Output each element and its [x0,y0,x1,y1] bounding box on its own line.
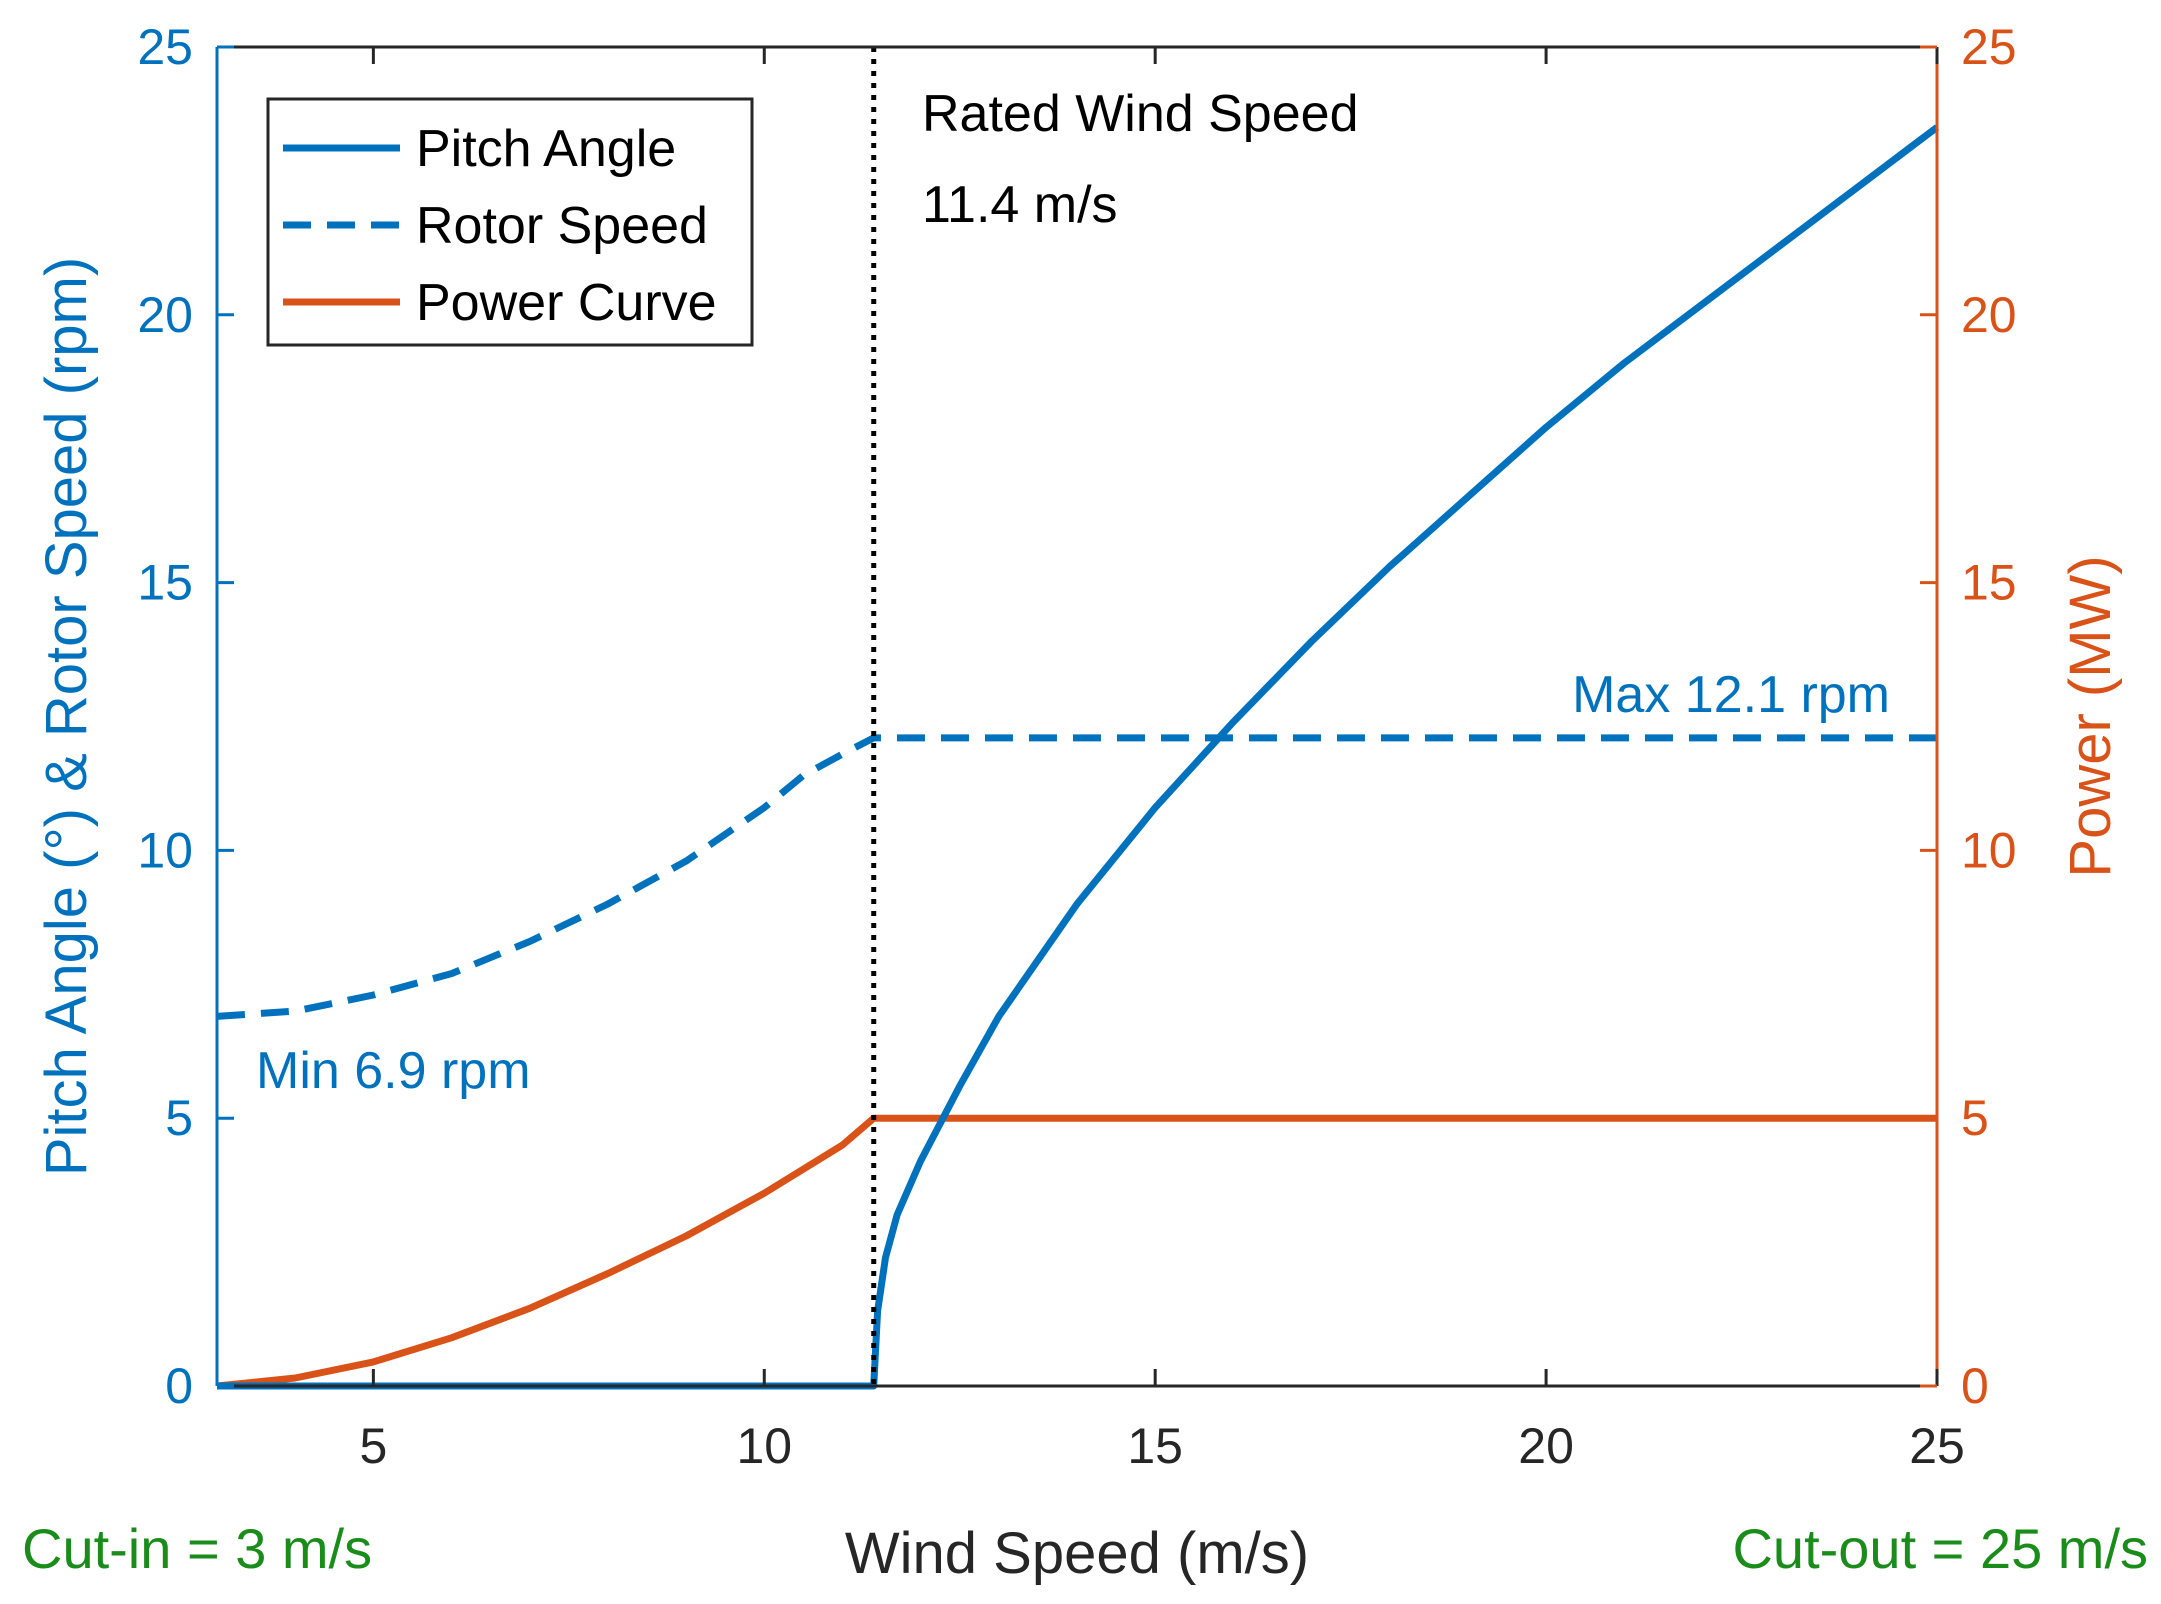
x-tick-label-5: 5 [359,1418,387,1474]
rated-wind-speed-value: 11.4 m/s [922,176,1118,234]
right-y-tick-label-20: 20 [1961,287,2017,343]
x-tick-label-20: 20 [1518,1418,1574,1474]
x-tick-label-10: 10 [736,1418,792,1474]
left-y-tick-label-25: 25 [137,19,193,75]
legend-entry-rotor-speed: Rotor Speed [416,197,708,255]
cut-in-note: Cut-in = 3 m/s [22,1517,372,1580]
left-y-tick-label-20: 20 [137,287,193,343]
legend: Pitch Angle Rotor Speed Power Curve [266,97,754,347]
x-tick-label-25: 25 [1909,1418,1965,1474]
max-rotor-speed-label: Max 12.1 rpm [1572,666,1890,724]
series-power-curve [216,1114,1937,1390]
series-rotor-speed [216,734,1937,1020]
left-y-tick-label-0: 0 [165,1358,193,1414]
legend-entry-power-curve: Power Curve [416,274,717,332]
cut-out-note: Cut-out = 25 m/s [1732,1517,2148,1580]
left-y-tick-label-10: 10 [137,822,193,878]
left-y-tick-label-15: 15 [137,555,193,611]
rated-wind-speed-title: Rated Wind Speed [922,85,1359,143]
min-rotor-speed-label: Min 6.9 rpm [256,1042,531,1100]
x-axis-title: Wind Speed (m/s) [845,1521,1309,1586]
x-tick-label-15: 15 [1127,1418,1183,1474]
right-y-tick-label-25: 25 [1961,19,2017,75]
left-y-tick-label-5: 5 [165,1090,193,1146]
right-y-tick-label-15: 15 [1961,555,2017,611]
right-y-tick-label-5: 5 [1961,1090,1989,1146]
right-y-tick-label-10: 10 [1961,822,2017,878]
left-y-axis-title: Pitch Angle (°) & Rotor Speed (rpm) [34,257,99,1176]
right-y-axis-title: Power (MW) [2058,555,2123,877]
right-y-tick-label-0: 0 [1961,1358,1989,1414]
legend-entry-pitch-angle: Pitch Angle [416,120,676,178]
